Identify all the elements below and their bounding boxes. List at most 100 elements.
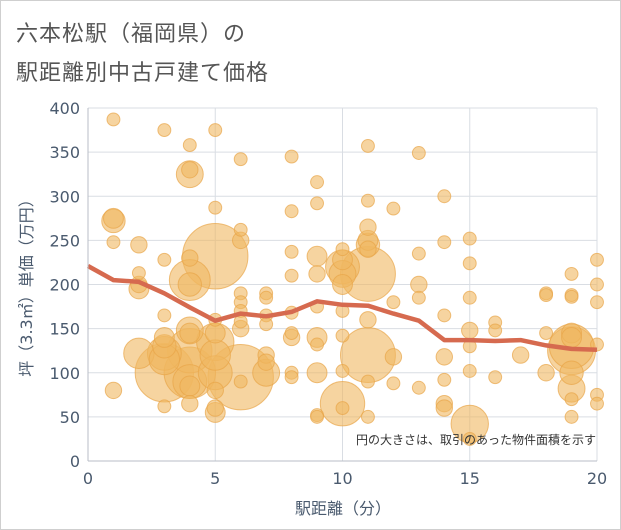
data-bubble [435, 399, 453, 417]
data-bubble [462, 431, 477, 446]
data-bubble [488, 323, 503, 338]
x-tick-label: 0 [83, 469, 93, 488]
data-bubble [259, 290, 274, 305]
data-bubble [181, 249, 199, 267]
data-bubble [157, 123, 172, 138]
data-bubble [359, 311, 377, 329]
data-bubble [157, 252, 172, 267]
data-bubble [179, 375, 201, 397]
axes: 0 50 100 150 200 250 300 350 400 0 5 10 15 20 [49, 99, 607, 488]
data-bubble [103, 207, 124, 229]
y-tick-label: 150 [49, 320, 80, 339]
chart-title-line1: 六本松駅（福岡県）の [16, 22, 247, 47]
data-bubble [208, 123, 223, 138]
data-bubble [511, 346, 530, 364]
data-bubble [233, 152, 248, 167]
data-bubble [310, 409, 324, 424]
data-bubble [181, 161, 199, 179]
data-bubble [437, 189, 452, 204]
trend-line-group [86, 264, 598, 353]
data-bubble [130, 236, 148, 254]
data-bubble [157, 399, 172, 414]
size-annotation: 円の大きさは、取引のあった物件面積を示す [356, 432, 596, 447]
data-bubble [384, 348, 403, 366]
data-bubble [177, 272, 203, 297]
data-bubble [411, 246, 426, 261]
data-bubble [104, 381, 123, 400]
data-bubble [361, 374, 375, 389]
data-bubble [564, 409, 579, 424]
data-bubble [206, 381, 224, 400]
data-bubble [306, 362, 328, 384]
data-bubble [437, 235, 452, 250]
x-tick-label: 5 [210, 469, 220, 488]
data-bubble [259, 317, 274, 332]
data-bubble [310, 337, 324, 352]
data-bubble [284, 370, 299, 385]
y-tick-label: 400 [49, 99, 80, 118]
data-bubble [590, 277, 604, 292]
y-tick-label: 100 [49, 364, 80, 383]
data-bubble [539, 288, 554, 303]
data-bubble [310, 196, 324, 211]
data-bubble [335, 364, 350, 378]
data-bubble [437, 372, 452, 387]
x-tick-label: 15 [460, 469, 480, 488]
data-bubble [310, 175, 324, 190]
data-bubble [284, 268, 299, 283]
chart-title-line2: 駅距離別中古戸建て価格 [16, 61, 270, 86]
data-bubble [206, 399, 224, 417]
data-bubble [411, 146, 426, 160]
y-tick-label: 200 [49, 276, 80, 295]
y-tick-label: 300 [49, 187, 80, 206]
data-bubble [284, 326, 299, 340]
data-bubble [437, 308, 452, 323]
data-bubble [284, 244, 299, 259]
data-bubble [564, 289, 579, 304]
data-bubble [537, 364, 555, 382]
x-tick-label: 20 [587, 469, 607, 488]
data-bubble [157, 308, 172, 323]
data-bubble [488, 370, 503, 385]
data-bubble [590, 396, 604, 411]
data-bubble [462, 364, 477, 378]
y-tick-label: 350 [49, 143, 80, 162]
data-bubble [359, 218, 377, 236]
data-bubble [462, 231, 477, 246]
data-bubble [199, 339, 231, 371]
data-bubble [361, 409, 375, 424]
data-bubble [284, 204, 299, 219]
data-bubble [590, 252, 604, 267]
data-bubble [361, 138, 375, 153]
data-bubble [559, 360, 584, 385]
data-bubble [335, 242, 350, 257]
data-bubble [233, 374, 248, 389]
data-bubble [462, 290, 477, 305]
data-bubble [106, 235, 121, 250]
data-bubble [435, 348, 453, 366]
data-bubble [257, 353, 275, 371]
data-bubble [386, 295, 401, 310]
y-tick-label: 0 [70, 452, 80, 471]
bubble-series [101, 112, 604, 446]
data-bubble [332, 274, 353, 295]
data-bubble [461, 321, 479, 340]
data-bubble [106, 112, 121, 127]
data-bubble [361, 193, 375, 208]
data-bubble [564, 266, 579, 281]
x-axis-label: 駅距離（分） [295, 499, 391, 518]
data-bubble [411, 290, 426, 305]
data-bubble [233, 222, 248, 237]
data-bubble [462, 256, 477, 271]
y-tick-label: 50 [60, 408, 80, 427]
data-bubble [411, 380, 426, 395]
trend-line [86, 264, 598, 353]
data-bubble [359, 240, 377, 258]
y-tick-label: 250 [49, 231, 80, 250]
x-tick-label: 10 [332, 469, 352, 488]
data-bubble [179, 322, 201, 344]
y-axis-label: 坪（3.3㎡）単価（万円） [17, 191, 36, 376]
data-bubble [182, 138, 197, 153]
data-bubble [561, 327, 582, 348]
